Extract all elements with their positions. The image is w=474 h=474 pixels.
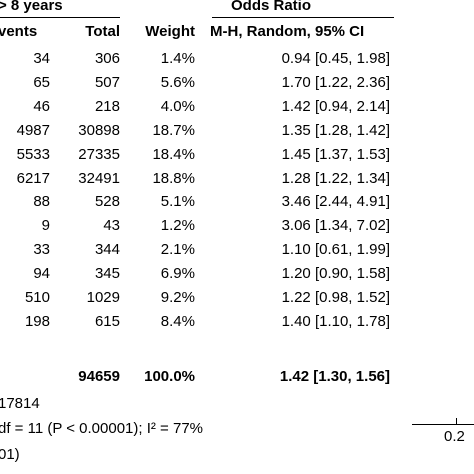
events-column-header: vents: [0, 23, 38, 40]
row-total: 345: [94, 265, 120, 282]
row-weight: 9.2%: [160, 289, 195, 306]
footer-heterogeneity: df = 11 (P < 0.00001); I² = 77%: [0, 420, 203, 437]
row-weight: 4.0%: [160, 98, 195, 115]
odds-ratio-underline: [212, 17, 394, 18]
row-odds-ratio: 1.28 [1.22, 1.34]: [281, 170, 390, 187]
row-weight: 18.4%: [152, 146, 195, 163]
row-total: 30898: [78, 122, 120, 139]
row-odds-ratio: 1.10 [0.61, 1.99]: [281, 241, 390, 258]
row-total: 32491: [78, 170, 120, 187]
row-events: 5533: [16, 146, 50, 163]
odds-ratio-header: Odds Ratio: [231, 0, 312, 14]
row-odds-ratio: 1.70 [1.22, 2.36]: [281, 74, 390, 91]
footer-events-total: 17814: [0, 395, 40, 412]
row-events: 33: [33, 241, 50, 258]
total-row-odds-ratio: 1.42 [1.30, 1.56]: [279, 368, 390, 385]
row-total: 507: [94, 74, 120, 91]
row-total: 1029: [86, 289, 120, 306]
row-weight: 1.2%: [160, 217, 195, 234]
row-odds-ratio: 3.46 [2.44, 4.91]: [281, 193, 390, 210]
row-odds-ratio: 1.42 [0.94, 2.14]: [281, 98, 390, 115]
row-weight: 6.9%: [160, 265, 195, 282]
row-events: 94: [33, 265, 50, 282]
total-row-weight: 100.0%: [144, 368, 195, 385]
weight-column-header: Weight: [145, 23, 195, 40]
row-weight: 18.7%: [152, 122, 195, 139]
forest-axis-line: [412, 424, 474, 425]
row-odds-ratio: 1.20 [0.90, 1.58]: [281, 265, 390, 282]
row-weight: 2.1%: [160, 241, 195, 258]
group-underline: [0, 17, 120, 18]
row-total: 306: [94, 50, 120, 67]
row-total: 344: [94, 241, 120, 258]
group-header: > 8 years: [0, 0, 63, 14]
row-total: 43: [103, 217, 120, 234]
row-events: 65: [33, 74, 50, 91]
row-odds-ratio: 0.94 [0.45, 1.98]: [281, 50, 390, 67]
row-weight: 5.1%: [160, 193, 195, 210]
row-events: 88: [33, 193, 50, 210]
row-odds-ratio: 1.35 [1.28, 1.42]: [281, 122, 390, 139]
row-odds-ratio: 3.06 [1.34, 7.02]: [281, 217, 390, 234]
row-odds-ratio: 1.40 [1.10, 1.78]: [281, 313, 390, 330]
row-events: 198: [24, 313, 50, 330]
row-weight: 5.6%: [160, 74, 195, 91]
row-odds-ratio: 1.45 [1.37, 1.53]: [281, 146, 390, 163]
row-events: 9: [41, 217, 50, 234]
row-total: 615: [94, 313, 120, 330]
row-weight: 18.8%: [152, 170, 195, 187]
row-events: 6217: [16, 170, 50, 187]
forest-axis-tick: [456, 418, 457, 424]
row-events: 46: [33, 98, 50, 115]
row-total: 528: [94, 193, 120, 210]
footer-overall-effect: 01): [0, 446, 20, 463]
total-row-total: 94659: [78, 368, 120, 385]
row-weight: 1.4%: [160, 50, 195, 67]
row-total: 27335: [78, 146, 120, 163]
row-events: 34: [33, 50, 50, 67]
ci-column-header: M-H, Random, 95% CI: [210, 23, 365, 40]
row-events: 510: [24, 289, 50, 306]
row-total: 218: [94, 98, 120, 115]
forest-axis-tick-label: 0.2: [444, 428, 465, 445]
row-odds-ratio: 1.22 [0.98, 1.52]: [281, 289, 390, 306]
row-events: 4987: [16, 122, 50, 139]
row-weight: 8.4%: [160, 313, 195, 330]
total-column-header: Total: [85, 23, 120, 40]
